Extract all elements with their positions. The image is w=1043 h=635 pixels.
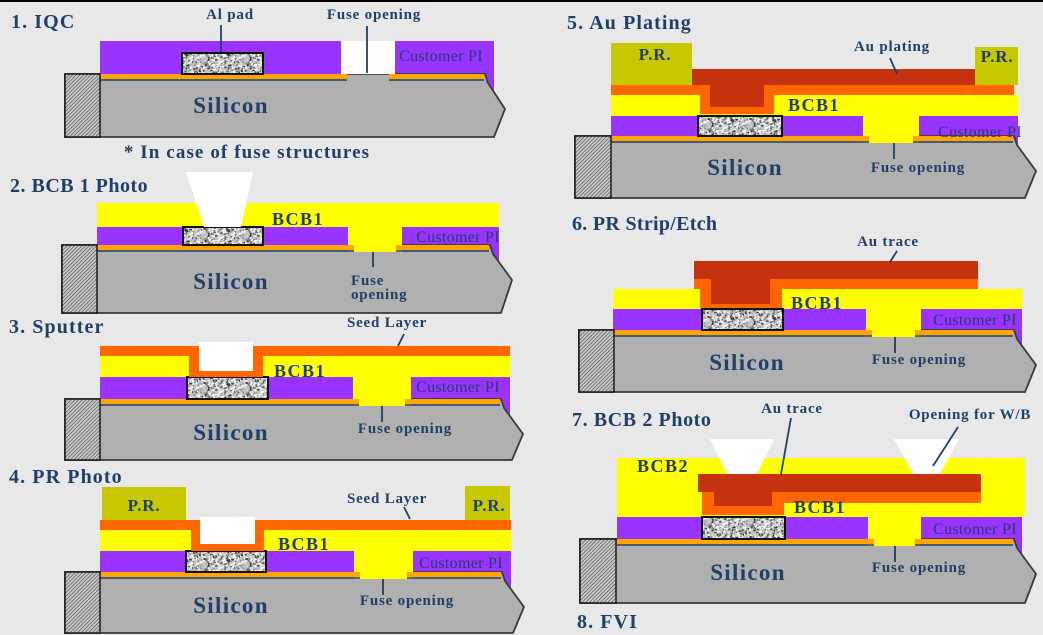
svg-text:BCB1: BCB1 — [272, 209, 324, 229]
svg-text:Al pad: Al pad — [206, 7, 254, 23]
svg-text:BCB1: BCB1 — [278, 534, 330, 554]
svg-text:P.R.: P.R. — [128, 496, 161, 515]
svg-text:7. BCB 2 Photo: 7. BCB 2 Photo — [572, 409, 712, 431]
svg-text:Fuse opening: Fuse opening — [360, 593, 454, 609]
svg-text:Fuse opening: Fuse opening — [872, 352, 966, 368]
svg-text:Silicon: Silicon — [707, 155, 783, 180]
svg-text:Silicon: Silicon — [709, 350, 785, 375]
svg-text:Seed Layer: Seed Layer — [347, 491, 427, 507]
svg-text:8. FVI: 8. FVI — [577, 611, 638, 633]
svg-text:Customer PI: Customer PI — [938, 124, 1022, 141]
svg-text:Au trace: Au trace — [857, 234, 919, 250]
svg-text:opening: opening — [351, 287, 407, 303]
svg-text:5. Au Plating: 5. Au Plating — [567, 12, 692, 34]
svg-text:3. Sputter: 3. Sputter — [9, 316, 104, 338]
svg-text:P.R.: P.R. — [639, 45, 672, 64]
svg-text:P.R.: P.R. — [981, 47, 1014, 66]
svg-text:Silicon: Silicon — [193, 420, 269, 445]
svg-text:BCB1: BCB1 — [788, 95, 840, 115]
svg-text:* In case of fuse structures: * In case of fuse structures — [124, 142, 370, 163]
svg-text:Customer PI: Customer PI — [419, 555, 503, 572]
svg-text:6. PR Strip/Etch: 6. PR Strip/Etch — [572, 213, 717, 235]
svg-text:Customer PI: Customer PI — [933, 312, 1017, 329]
svg-text:Silicon: Silicon — [193, 593, 269, 618]
svg-text:Silicon: Silicon — [710, 560, 786, 585]
svg-text:Customer PI: Customer PI — [933, 521, 1017, 538]
svg-text:BCB1: BCB1 — [274, 361, 326, 381]
svg-text:Seed Layer: Seed Layer — [347, 315, 427, 331]
svg-text:Au trace: Au trace — [761, 401, 823, 417]
svg-text:Fuse opening: Fuse opening — [871, 160, 965, 176]
svg-text:Customer PI: Customer PI — [399, 48, 483, 65]
svg-text:BCB1: BCB1 — [791, 293, 843, 313]
svg-text:Silicon: Silicon — [193, 269, 269, 294]
svg-text:BCB1: BCB1 — [794, 497, 846, 517]
svg-text:4. PR Photo: 4. PR Photo — [9, 466, 123, 488]
svg-text:2. BCB 1 Photo: 2. BCB 1 Photo — [10, 175, 148, 197]
svg-text:Fuse: Fuse — [351, 273, 384, 289]
svg-text:Au plating: Au plating — [854, 39, 930, 55]
svg-text:Fuse opening: Fuse opening — [358, 421, 452, 437]
svg-text:Fuse opening: Fuse opening — [872, 560, 966, 576]
svg-text:Fuse opening: Fuse opening — [327, 7, 421, 23]
svg-text:Customer PI: Customer PI — [416, 229, 500, 246]
svg-text:Customer PI: Customer PI — [416, 379, 500, 396]
svg-text:Silicon: Silicon — [193, 93, 269, 118]
svg-text:BCB2: BCB2 — [637, 456, 689, 476]
svg-text:Opening for W/B: Opening for W/B — [909, 407, 1031, 423]
svg-text:1. IQC: 1. IQC — [11, 11, 75, 33]
svg-text:P.R.: P.R. — [473, 496, 506, 515]
